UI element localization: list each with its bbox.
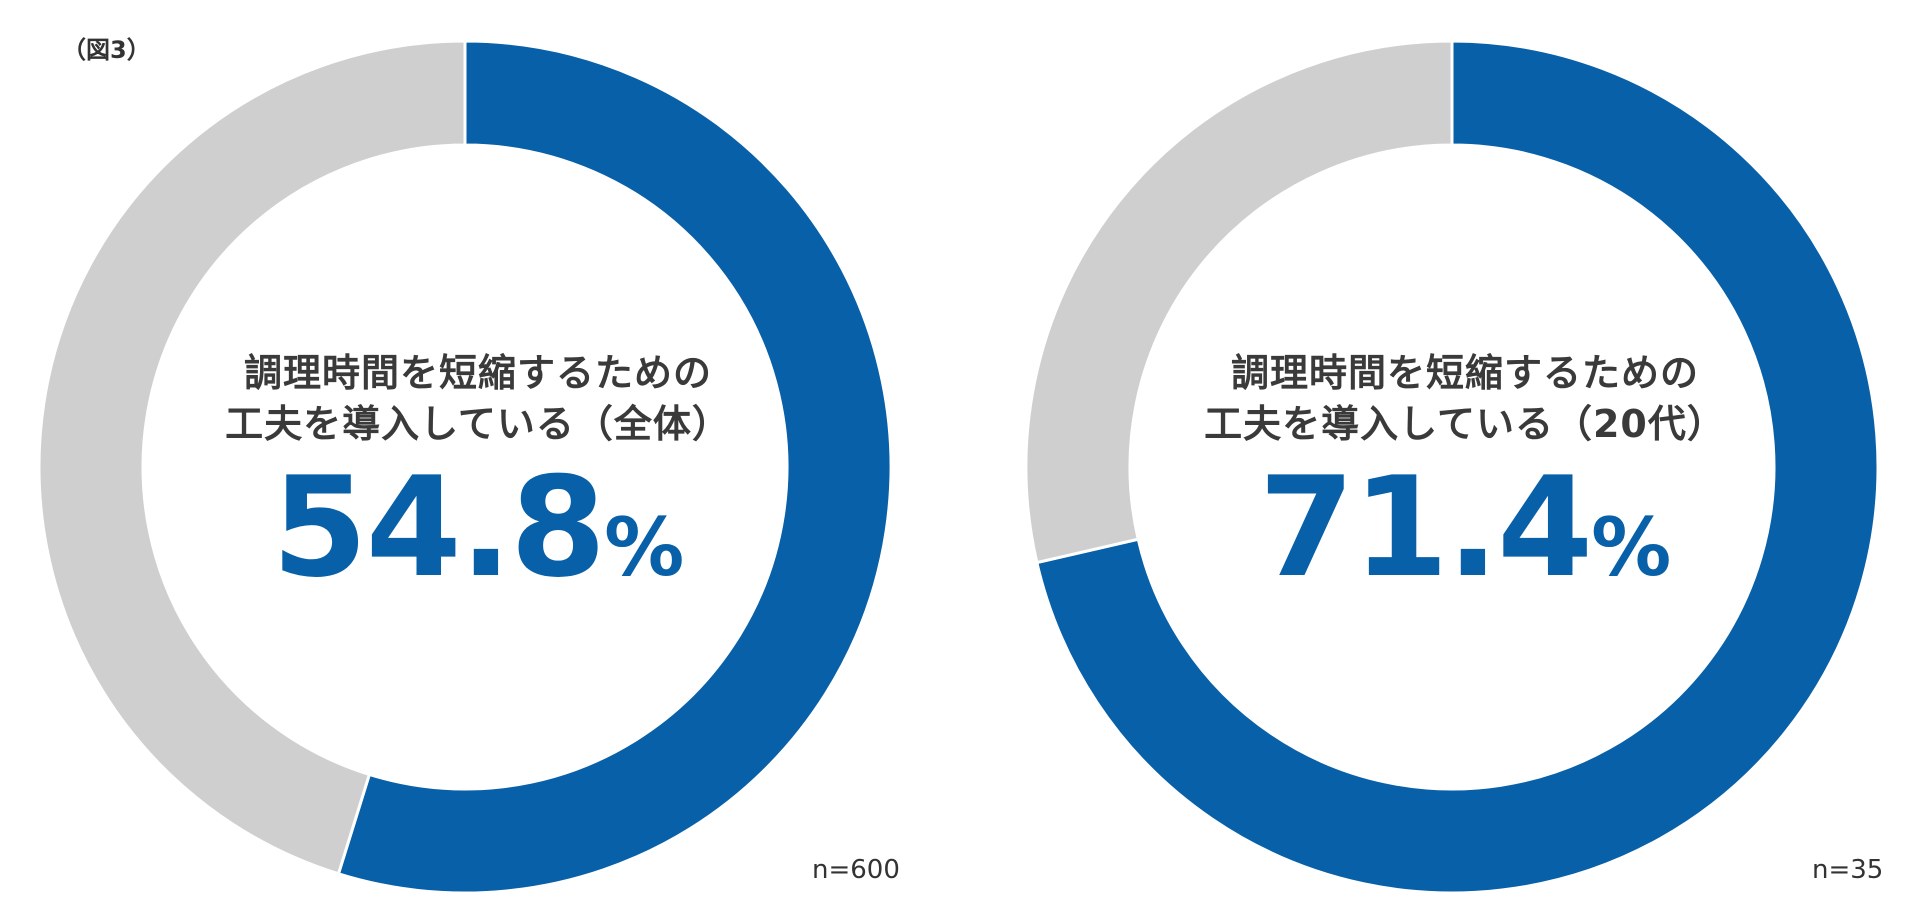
chart-overall-title: 調理時間を短縮するための 工夫を導入している（全体） (178, 348, 778, 451)
chart-20s-center: 調理時間を短縮するための 工夫を導入している（20代） 71.4% (1165, 348, 1765, 597)
donut-chart-overall (37, 39, 893, 895)
donut-slice-adopted (336, 39, 893, 895)
donut-slice-other (37, 39, 467, 876)
chart-overall-sample-size: n=600 (812, 855, 900, 885)
chart-20s-value-number: 71.4 (1258, 446, 1593, 608)
chart-overall-title-line1: 調理時間を短縮するための (243, 351, 712, 395)
figure-label: （図3） (62, 36, 151, 64)
chart-20s-value-unit: % (1591, 500, 1672, 594)
chart-overall-title-line2: 工夫を導入している（全体） (225, 402, 731, 447)
chart-20s-title-line1: 調理時間を短縮するための (1230, 351, 1699, 395)
chart-20s-title-line2: 工夫を導入している（20代） (1204, 402, 1726, 447)
donut-slice-adopted (1035, 39, 1880, 895)
chart-overall-value-unit: % (604, 500, 685, 594)
chart-20s-sample-size: n=35 (1812, 855, 1884, 885)
donut-slice-other (1024, 39, 1454, 565)
chart-overall-value: 54.8% (178, 458, 778, 597)
chart-overall-value-number: 54.8 (271, 446, 606, 608)
chart-overall-center: 調理時間を短縮するための 工夫を導入している（全体） 54.8% (178, 348, 778, 597)
chart-20s-value: 71.4% (1165, 458, 1765, 597)
donut-chart-20s (1024, 39, 1880, 895)
chart-20s-title: 調理時間を短縮するための 工夫を導入している（20代） (1165, 348, 1765, 451)
